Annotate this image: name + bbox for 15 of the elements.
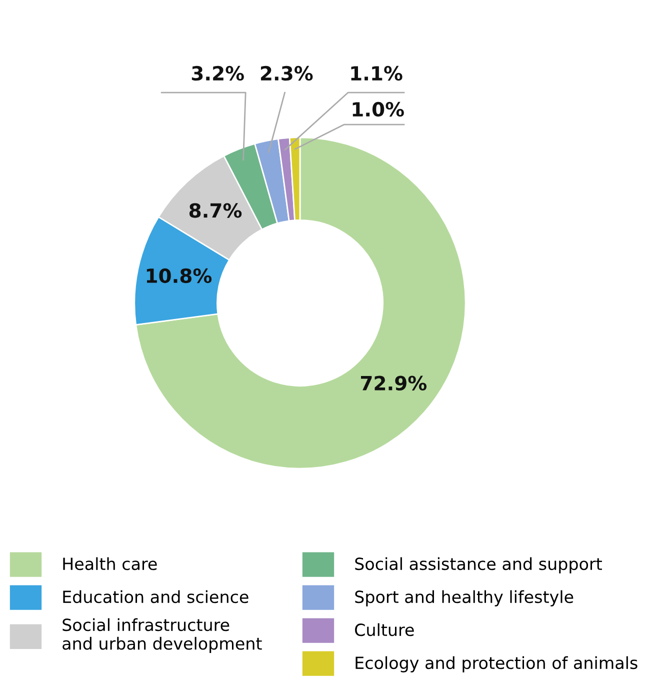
donut-slice	[135, 136, 466, 470]
data-label: 72.9%	[360, 376, 427, 390]
legend-label: Culture	[355, 623, 414, 636]
legend-label: Health care	[63, 557, 157, 570]
legend-label: Social infrastructure and urban development	[62, 618, 262, 654]
data-label: 1.0%	[352, 102, 404, 117]
legend-label: Ecology and protection of animals	[356, 656, 638, 672]
data-label: 2.3%	[260, 66, 313, 81]
legend-label: Education and science	[63, 590, 248, 604]
legend-label: Sport and healthy lifestyle	[355, 590, 574, 606]
legend-label: Social assistance and support	[355, 557, 602, 574]
data-label: 1.1%	[351, 66, 402, 81]
data-label: 8.7%	[189, 203, 242, 218]
data-label: 10.8%	[146, 268, 212, 284]
data-label: 3.2%	[192, 66, 244, 81]
